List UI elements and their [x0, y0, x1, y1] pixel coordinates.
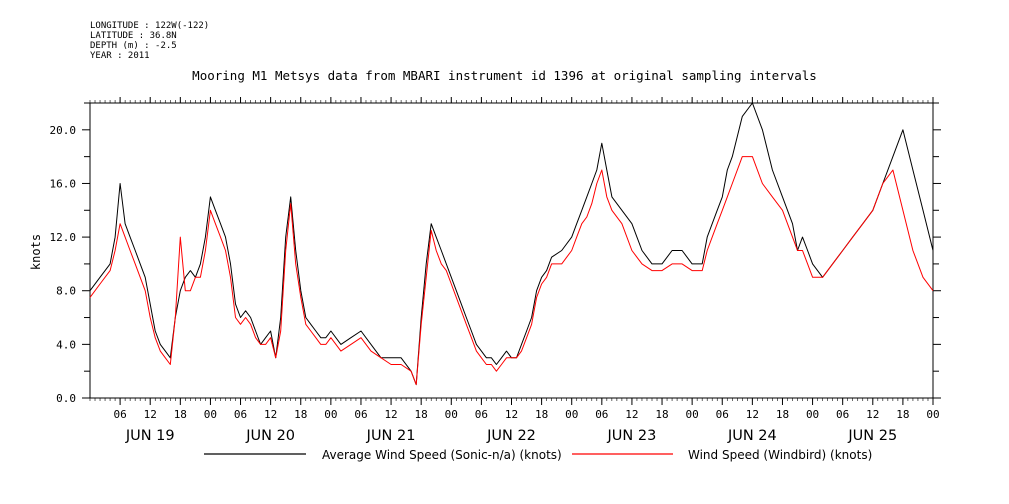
- x-tick-label: 06: [354, 408, 367, 421]
- x-day-label: JUN 25: [847, 428, 897, 444]
- meta-depth: DEPTH (m) : -2.5: [90, 41, 177, 51]
- x-tick-label: 00: [204, 408, 217, 421]
- x-tick-label: 18: [294, 408, 307, 421]
- series-line-sonic: [89, 102, 934, 386]
- x-tick-label: 12: [384, 408, 397, 421]
- x-day-label: JUN 20: [245, 428, 295, 444]
- meta-longitude: LONGITUDE : 122W(-122): [90, 21, 210, 31]
- x-tick-label: 18: [535, 408, 548, 421]
- y-tick-label: 4.0: [56, 338, 76, 351]
- x-tick-label: 18: [776, 408, 789, 421]
- x-tick-label: 06: [836, 408, 849, 421]
- x-tick-label: 18: [415, 408, 428, 421]
- y-tick-label: 20.0: [50, 124, 77, 137]
- x-tick-label: 12: [625, 408, 638, 421]
- chart-title: Mooring M1 Metsys data from MBARI instru…: [192, 68, 817, 83]
- y-tick-label: 8.0: [56, 285, 76, 298]
- x-tick-label: 06: [113, 408, 126, 421]
- x-tick-label: 12: [264, 408, 277, 421]
- legend-group: Average Wind Speed (Sonic-n/a) (knots) Wi…: [204, 448, 872, 462]
- x-tick-label: 00: [926, 408, 939, 421]
- legend-label: Wind Speed (Windbird) (knots): [688, 448, 872, 462]
- x-tick-label: 00: [565, 408, 578, 421]
- series-group: [89, 102, 934, 386]
- x-tick-label: 12: [505, 408, 518, 421]
- x-tick-label: 00: [324, 408, 337, 421]
- x-tick-label: 18: [655, 408, 668, 421]
- axes-group: 06 12 18 00 06 12 18 00 06 12 18 00 06 12 18 00 06 12 18 00…: [50, 97, 941, 444]
- x-tick-label: 00: [686, 408, 699, 421]
- x-day-label: JUN 22: [486, 428, 536, 444]
- x-day-label: JUN 21: [366, 428, 416, 444]
- x-day-label: JUN 23: [607, 428, 657, 444]
- series-line-windbird: [89, 156, 934, 386]
- x-tick-label: 06: [475, 408, 488, 421]
- plot-frame: [89, 102, 934, 399]
- x-tick-label: 18: [896, 408, 909, 421]
- y-axis-label: knots: [29, 234, 43, 270]
- metadata-block: LONGITUDE : 122W(-122) LATITUDE : 36.8N …: [90, 21, 209, 61]
- y-tick-label: 0.0: [56, 392, 76, 405]
- x-tick-label: 06: [234, 408, 247, 421]
- x-day-label: JUN 24: [727, 428, 777, 444]
- x-tick-label: 00: [806, 408, 819, 421]
- x-tick-label: 06: [595, 408, 608, 421]
- y-tick-label: 16.0: [50, 177, 77, 190]
- legend-label: Average Wind Speed (Sonic-n/a) (knots): [322, 448, 562, 462]
- x-tick-label: 00: [445, 408, 458, 421]
- meta-year: YEAR : 2011: [90, 51, 150, 61]
- x-tick-label: 06: [716, 408, 729, 421]
- x-tick-label: 18: [174, 408, 187, 421]
- x-tick-label: 12: [144, 408, 157, 421]
- x-day-label: JUN 19: [125, 428, 175, 444]
- x-tick-label: 12: [866, 408, 879, 421]
- x-tick-label: 12: [746, 408, 759, 421]
- meta-latitude: LATITUDE : 36.8N: [90, 31, 177, 41]
- y-tick-label: 12.0: [50, 231, 77, 244]
